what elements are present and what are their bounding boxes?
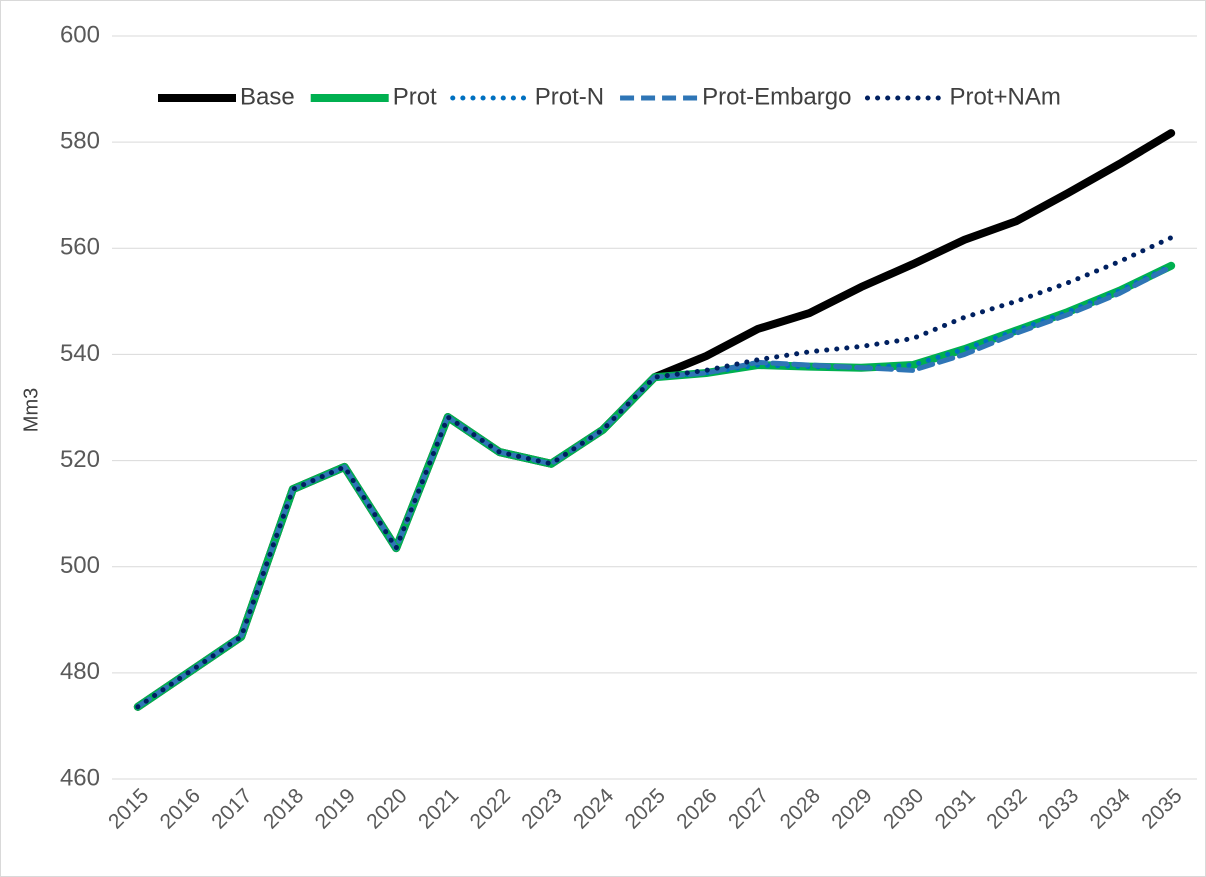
legend-label: Base [240,83,295,110]
y-tick-label: 480 [60,658,100,685]
y-tick-label: 540 [60,340,100,367]
legend-label: Prot-Embargo [702,83,851,110]
legend-label: Prot+NAm [949,83,1060,110]
y-axis-title: Mm3 [20,388,42,432]
y-tick-label: 500 [60,552,100,579]
y-tick-label: 560 [60,234,100,261]
y-tick-label: 580 [60,127,100,154]
y-tick-label: 600 [60,21,100,48]
y-tick-label: 520 [60,446,100,473]
series-line [135,264,1174,710]
legend-label: Prot [393,83,437,110]
legend-label: Prot-N [535,83,604,110]
y-tick-label: 460 [60,764,100,791]
